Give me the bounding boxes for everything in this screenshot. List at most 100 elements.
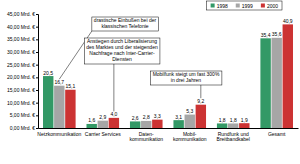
- annotation-text: Anstiegen durch Liberalisierungdes Markt…: [86, 38, 158, 62]
- y-tick: 40,00 Mrd. €: [7, 24, 38, 30]
- legend-item: 2000: [261, 3, 278, 9]
- data-label: 1,9: [241, 117, 248, 123]
- data-label: 3,3: [154, 113, 161, 119]
- data-label: 2,9: [99, 114, 106, 120]
- legend-frame: [207, 1, 282, 10]
- x-tick: Gesamt: [268, 128, 286, 137]
- annotation: Anstiegen durch Liberalisierungdes Markt…: [84, 38, 160, 111]
- data-label: 9,2: [197, 98, 204, 104]
- annotation-text: Mobilfunk steigt um fast 300%in drei Jah…: [153, 71, 220, 83]
- bar: [185, 115, 195, 128]
- y-tick: 15,00 Mrd. €: [7, 87, 38, 93]
- legend-swatch: [261, 4, 265, 8]
- x-tick-label-line: Carrier Services: [85, 131, 121, 137]
- data-label: 35,6: [272, 31, 282, 37]
- y-tick-mark: [36, 103, 38, 104]
- y-tick-mark: [36, 39, 38, 40]
- annotation-pointer: [113, 64, 114, 111]
- data-label: 35,4: [261, 32, 271, 38]
- x-tick: Daten-kommunikation: [129, 128, 163, 142]
- data-label: 20,5: [43, 70, 53, 76]
- data-label: 40,9: [283, 18, 293, 24]
- y-tick-label: 35,00 Mrd. €: [7, 36, 35, 42]
- bar: [43, 76, 53, 128]
- y-tick-mark: [36, 90, 38, 91]
- legend-item: 1999: [236, 3, 253, 9]
- bars: [43, 24, 293, 128]
- y-tick: 45,00 Mrd. €: [7, 11, 38, 17]
- y-tick-label: 25,00 Mrd. €: [7, 62, 35, 68]
- bar: [239, 123, 249, 128]
- y-tick-mark: [36, 115, 38, 116]
- bar: [54, 86, 64, 128]
- annotation-box: [92, 17, 159, 31]
- y-tick-label: 40,00 Mrd. €: [7, 24, 35, 30]
- x-tick-label: Gesamt: [268, 131, 286, 137]
- legend-swatch: [211, 4, 215, 8]
- y-tick: 35,00 Mrd. €: [7, 36, 38, 42]
- bar: [98, 121, 108, 128]
- bar: [152, 120, 162, 128]
- y-axis: 0,00 Mrd. € 5,00 Mrd. € 10,00 Mrd. € 15,00 …: [7, 11, 39, 131]
- chart: 0,00 Mrd. € 5,00 Mrd. € 10,00 Mrd. € 15,00 …: [0, 0, 300, 164]
- y-axis-line: [36, 15, 39, 129]
- x-tick-label-line: Netzkommunikation: [37, 131, 81, 137]
- x-tick-label: Rundfunk undBreitbandkabel: [217, 131, 250, 143]
- bar: [130, 121, 140, 128]
- y-tick-label: 5,00 Mrd. €: [10, 112, 36, 118]
- y-tick-label: 30,00 Mrd. €: [7, 49, 35, 55]
- annotation-line: Diensten: [112, 56, 132, 62]
- x-tick: Mobil-kommunikation: [173, 128, 207, 142]
- x-axis: Netzkommunikation Carrier Services Daten-k…: [37, 128, 298, 142]
- data-label: 4,0: [110, 111, 117, 117]
- legend-label: 2000: [267, 3, 278, 9]
- x-tick-label-line: kommunikation: [129, 136, 163, 142]
- y-tick: 30,00 Mrd. €: [7, 49, 38, 55]
- legend-label: 1999: [242, 3, 253, 9]
- y-tick: 0,00 Mrd. €: [10, 125, 38, 131]
- x-tick-label: Daten-kommunikation: [129, 131, 163, 143]
- annotations: drastische Einbußen bei derklassischen T…: [59, 17, 222, 111]
- x-tick-label: Netzkommunikation: [37, 131, 81, 137]
- bar: [283, 24, 293, 128]
- y-tick-mark: [36, 77, 38, 78]
- y-tick-mark: [36, 14, 38, 15]
- y-tick: 25,00 Mrd. €: [7, 62, 38, 68]
- bar: [65, 90, 75, 128]
- annotation-pointer: [200, 85, 201, 98]
- bar: [217, 123, 227, 128]
- bar: [141, 121, 151, 128]
- data-label: 1,8: [230, 117, 237, 123]
- annotation-line: klassischen Telefonie: [101, 23, 148, 29]
- legend-label: 1998: [217, 3, 228, 9]
- y-tick: 20,00 Mrd. €: [7, 74, 38, 80]
- annotation-box: [84, 38, 160, 64]
- bar: [260, 38, 270, 128]
- annotation-line: in drei Jahren: [171, 77, 202, 83]
- x-tick: Netzkommunikation: [37, 128, 81, 137]
- data-label: 5,3: [186, 108, 193, 114]
- x-tick: Rundfunk undBreitbandkabel: [217, 128, 250, 142]
- annotation-box: [151, 71, 222, 85]
- bar: [109, 118, 119, 128]
- y-tick-mark: [36, 128, 38, 129]
- y-tick-label: 0,00 Mrd. €: [10, 125, 36, 131]
- y-tick-label: 10,00 Mrd. €: [7, 100, 35, 106]
- x-tick-label-line: kommunikation: [173, 136, 207, 142]
- annotation: drastische Einbußen bei derklassischen T…: [59, 17, 158, 79]
- bar: [196, 105, 206, 128]
- data-label: 15,1: [66, 83, 76, 89]
- data-label: 1,8: [219, 117, 226, 123]
- y-tick-label: 45,00 Mrd. €: [7, 11, 35, 17]
- x-tick-label-line: Gesamt: [268, 131, 286, 137]
- y-tick: 5,00 Mrd. €: [10, 112, 38, 118]
- data-label: 2,8: [143, 114, 150, 120]
- annotation-text: drastische Einbußen bei derklassischen T…: [94, 17, 157, 29]
- y-tick-mark: [36, 52, 38, 53]
- legend-swatch: [236, 4, 240, 8]
- x-tick-label-line: Breitbandkabel: [217, 136, 250, 142]
- y-tick-mark: [36, 27, 38, 28]
- x-axis-line: [39, 128, 299, 129]
- x-tick: Carrier Services: [85, 128, 121, 137]
- y-tick-label: 15,00 Mrd. €: [7, 87, 35, 93]
